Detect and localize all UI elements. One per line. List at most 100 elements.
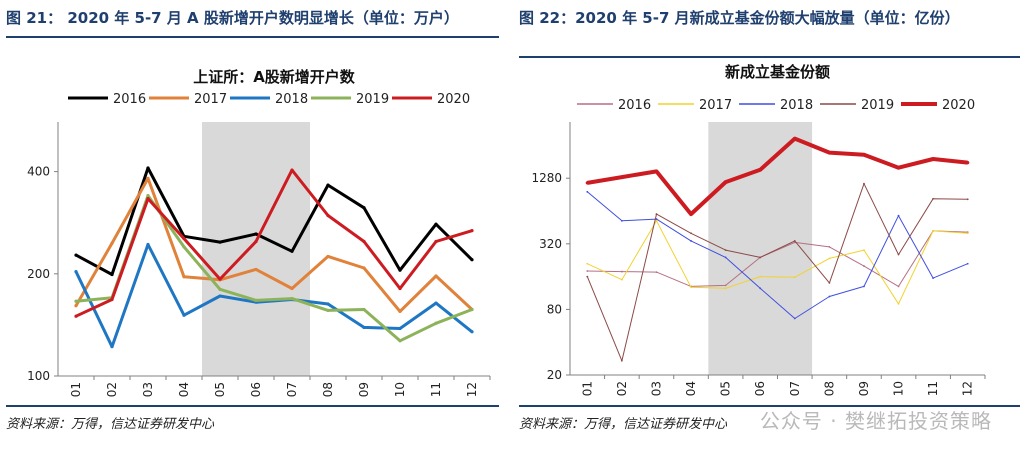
data-point-2017: [74, 304, 78, 308]
data-point-2018: [218, 294, 222, 298]
watermark: 公众号 · 樊继拓投资策略: [759, 409, 992, 433]
data-point-2017: [586, 262, 589, 265]
data-point-2019: [398, 339, 402, 343]
data-point-2019: [690, 232, 692, 235]
data-point-2020: [862, 153, 866, 157]
x-tick-label: 05: [719, 381, 733, 396]
source-note: 资料来源：万得，信达证券研发中心: [6, 417, 215, 432]
x-tick-label: 02: [105, 382, 119, 397]
data-point-2016: [218, 240, 222, 244]
data-point-2017: [655, 219, 658, 222]
data-point-2018: [966, 262, 969, 265]
x-tick-label: 12: [961, 381, 975, 396]
data-point-2018: [932, 277, 935, 280]
series-line-2020: [75, 168, 473, 318]
source-rule: [519, 405, 1020, 407]
data-point-2017: [434, 274, 438, 278]
data-point-2019: [932, 197, 935, 200]
data-point-2020: [254, 239, 258, 244]
data-point-2017: [146, 176, 150, 180]
data-point-2020: [724, 180, 728, 184]
x-tick-label: 10: [892, 381, 906, 396]
data-point-2017: [620, 278, 623, 281]
x-tick-label: 05: [213, 382, 227, 397]
data-point-2020: [218, 277, 222, 281]
source-note: 资料来源：万得，信达证券研发中心: [519, 417, 728, 432]
x-tick-label: 11: [926, 381, 940, 396]
x-tick-label: 09: [857, 381, 871, 396]
data-point-2019: [218, 287, 222, 291]
data-point-2016: [110, 272, 114, 277]
data-point-2019: [74, 299, 78, 303]
legend-label-2016: 2016: [618, 98, 651, 113]
data-point-2016: [434, 222, 438, 226]
data-point-2019: [828, 282, 831, 284]
y-tick-label: 100: [27, 369, 50, 383]
title-rule: [519, 56, 1020, 58]
x-tick-label: 04: [684, 381, 698, 396]
highlight-band: [708, 122, 813, 375]
data-point-2017: [759, 275, 762, 278]
series-line-2020: [586, 136, 968, 217]
series-line-2016: [587, 230, 968, 287]
data-point-2018: [586, 190, 589, 193]
legend-label-2017: 2017: [194, 92, 227, 107]
data-point-2018: [398, 326, 402, 331]
data-point-2016: [897, 285, 900, 288]
data-point-2020: [620, 175, 624, 179]
y-tick-label: 20: [547, 368, 562, 382]
x-tick-label: 04: [177, 382, 191, 397]
data-point-2019: [724, 249, 727, 252]
series-line-2017: [74, 176, 474, 313]
data-point-2018: [110, 345, 114, 349]
series-line-2019: [586, 183, 968, 362]
data-point-2017: [182, 275, 186, 279]
data-point-2019: [470, 307, 474, 312]
data-point-2020: [74, 314, 78, 318]
figure-title: 图 22：2020 年 5-7 月新成立基金份额大幅放量（单位：亿份）: [519, 9, 960, 27]
figure-title: 图 21： 2020 年 5-7 月 A 股新增开户数明显增长（单位：万户）: [6, 9, 459, 27]
data-point-2016: [724, 284, 727, 287]
data-point-2020: [290, 168, 294, 172]
new-accounts-line-chart: 上证所：A股新增开户数 100 200 400 01 02 03 04 05 06 07 08 09 10…: [27, 68, 491, 397]
data-point-2020: [758, 168, 762, 172]
data-point-2019: [620, 359, 623, 362]
x-tick-label: 01: [69, 382, 83, 397]
title-rule: [6, 36, 499, 38]
data-point-2019: [759, 256, 762, 259]
data-point-2017: [897, 302, 900, 305]
right-figure-panel: 图 22：2020 年 5-7 月新成立基金份额大幅放量（单位：亿份） 新成立基…: [513, 0, 1024, 460]
data-point-2017: [690, 286, 692, 289]
data-point-2017: [398, 309, 402, 313]
legend-label-2018: 2018: [275, 92, 308, 107]
data-point-2018: [759, 287, 762, 290]
data-point-2019: [793, 240, 796, 242]
y-tick-label: 200: [27, 267, 50, 281]
x-tick-label: 03: [649, 381, 663, 396]
data-point-2016: [254, 232, 258, 236]
series-line-2018: [586, 191, 968, 319]
x-tick-label: 07: [788, 381, 802, 396]
data-point-2016: [586, 270, 589, 272]
data-point-2018: [362, 325, 366, 330]
data-point-2018: [793, 317, 796, 320]
data-point-2019: [655, 213, 658, 215]
data-point-2018: [690, 240, 692, 242]
data-point-2017: [254, 267, 258, 272]
x-tick-label: 06: [249, 382, 263, 397]
data-point-2017: [724, 287, 727, 290]
data-point-2017: [290, 286, 294, 291]
data-point-2019: [362, 307, 366, 312]
legend-label-2019: 2019: [861, 98, 894, 113]
data-point-2017: [966, 232, 969, 235]
data-point-2019: [146, 193, 150, 198]
y-tick-label: 80: [547, 302, 562, 316]
data-point-2017: [793, 276, 796, 279]
data-point-2019: [326, 308, 330, 313]
data-point-2020: [827, 150, 831, 155]
data-point-2020: [931, 157, 935, 161]
data-point-2018: [74, 270, 78, 274]
data-point-2017: [326, 254, 330, 259]
data-point-2016: [362, 206, 366, 210]
chart-title: 上证所：A股新增开户数: [193, 68, 356, 86]
